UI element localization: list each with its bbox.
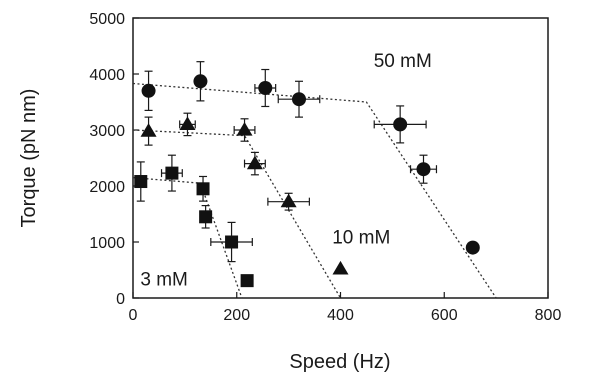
data-point-square <box>240 274 254 288</box>
data-point-circle <box>258 81 273 95</box>
data-point-circle <box>292 92 306 107</box>
x-tick-label: 400 <box>327 307 354 324</box>
error-bars-layer <box>134 61 438 263</box>
data-point-square <box>196 182 210 196</box>
x-tick-label: 200 <box>223 307 250 324</box>
x-tick-label: 600 <box>431 307 458 324</box>
x-axis-label: Speed (Hz) <box>289 351 390 373</box>
data-point-triangle <box>280 193 297 208</box>
data-point-circle <box>141 83 156 98</box>
data-point-circle <box>193 74 208 89</box>
y-tick-label: 5000 <box>89 11 125 28</box>
data-point-triangle <box>246 155 263 170</box>
fit-line-10-mm <box>132 129 342 299</box>
data-points-layer <box>134 74 480 288</box>
data-point-square <box>225 235 239 249</box>
ticks-layer: 0 200 400 600 800 0 1000 2000 3000 4000 5000 <box>89 11 561 324</box>
annotation-label: 10 mM <box>332 227 390 248</box>
data-point-triangle <box>140 123 157 137</box>
x-tick-label: 0 <box>129 307 138 324</box>
annotations-layer: 50 mM 10 mM 3 mM <box>140 51 431 290</box>
data-point-square <box>165 166 179 180</box>
annotation-label: 3 mM <box>140 269 188 290</box>
y-tick-label: 0 <box>116 291 125 308</box>
annotation-label: 50 mM <box>374 51 432 72</box>
y-tick-label: 1000 <box>89 235 125 252</box>
data-point-circle <box>416 162 431 177</box>
data-point-circle <box>393 117 408 132</box>
data-point-triangle <box>179 116 196 130</box>
x-tick-label: 800 <box>535 307 562 324</box>
data-point-triangle <box>332 260 349 275</box>
data-point-triangle <box>236 122 253 136</box>
fit-line-50-mm <box>132 82 497 299</box>
data-point-circle <box>465 240 480 255</box>
data-point-square <box>134 175 148 189</box>
data-point-square <box>199 210 213 224</box>
plot-frame <box>132 17 549 299</box>
y-tick-label: 2000 <box>89 179 125 196</box>
y-tick-label: 3000 <box>89 123 125 140</box>
y-axis-label: Torque (pN nm) <box>18 89 40 228</box>
y-tick-label: 4000 <box>89 67 125 84</box>
